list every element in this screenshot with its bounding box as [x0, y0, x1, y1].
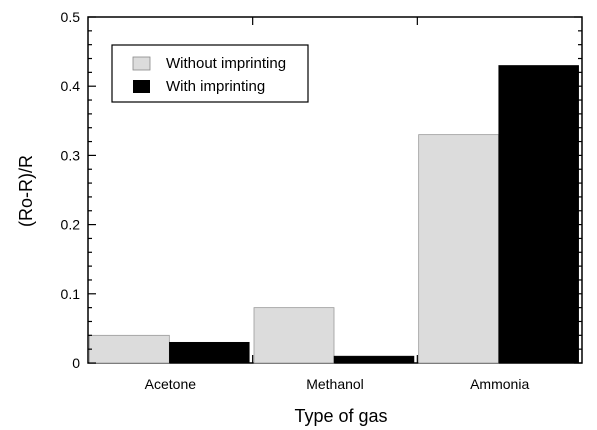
bar-without-imprinting-ammonia — [418, 134, 500, 364]
bar-with-imprinting-ammonia — [498, 65, 579, 364]
bar-without-imprinting-methanol — [253, 307, 335, 364]
x-category-labels: Acetone Methanol Ammonia — [145, 376, 530, 392]
y-tick-label: 0.1 — [61, 286, 81, 302]
bar-with-imprinting-acetone — [169, 341, 250, 364]
x-category-label-acetone: Acetone — [145, 376, 197, 392]
bar-without-imprinting-acetone — [88, 334, 170, 364]
y-tick-label: 0.5 — [61, 9, 81, 25]
y-tick-labels: 0 0.1 0.2 0.3 0.4 0.5 — [61, 9, 81, 371]
bars — [88, 65, 579, 364]
legend-label-without-imprinting: Without imprinting — [166, 55, 286, 72]
legend-label-with-imprinting: With imprinting — [166, 78, 265, 95]
x-axis-title: Type of gas — [294, 406, 387, 426]
y-tick-label: 0 — [72, 355, 80, 371]
y-tick-label: 0.4 — [61, 78, 81, 94]
x-category-label-methanol: Methanol — [306, 376, 364, 392]
legend: Without imprinting With imprinting — [111, 44, 309, 103]
y-tick-label: 0.3 — [61, 147, 81, 163]
y-axis-title: (Ro-R)/R — [16, 155, 36, 227]
bar-with-imprinting-methanol — [333, 355, 415, 364]
axis-ticks — [88, 16, 582, 364]
x-category-label-ammonia: Ammonia — [470, 376, 529, 392]
y-tick-label: 0.2 — [61, 217, 81, 233]
legend-swatch-with-imprinting — [133, 80, 150, 93]
legend-swatch-without-imprinting — [132, 56, 151, 71]
